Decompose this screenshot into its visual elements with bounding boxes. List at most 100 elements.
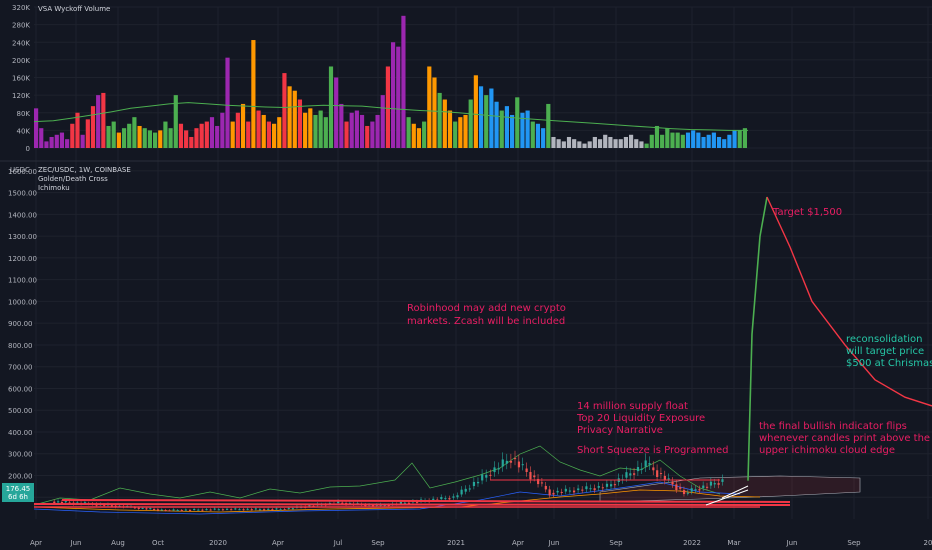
- candle-body: [254, 508, 257, 510]
- candle-body: [399, 501, 403, 504]
- candle-body: [663, 475, 666, 481]
- volume-bar: [287, 86, 292, 148]
- volume-bar: [577, 141, 582, 148]
- volume-y-tick-label: 120K: [12, 92, 30, 100]
- ichimoku-conversion-line: [33, 481, 741, 515]
- volume-bar: [173, 95, 178, 148]
- volume-bar: [644, 143, 649, 148]
- candle-body: [629, 473, 632, 476]
- candle-body: [572, 490, 576, 493]
- candle-body: [456, 495, 459, 498]
- support-line-2[interactable]: [33, 503, 791, 506]
- candle-body: [656, 470, 659, 477]
- time-x-axis: Apr Jun Aug Oct 2020 Apr Jul Sep 2021 Apr Jun Sep 20…: [30, 539, 932, 547]
- indicator-ichimoku[interactable]: Ichimoku: [38, 184, 70, 192]
- volume-bar: [510, 114, 515, 148]
- volume-bar: [494, 101, 499, 148]
- volume-bar: [272, 123, 277, 148]
- price-y-tick-label: 700.00: [8, 364, 33, 372]
- candle-body: [184, 509, 188, 511]
- price-unit: USDC: [10, 166, 30, 174]
- trend-line-2[interactable]: [721, 485, 749, 499]
- candle-body: [193, 509, 196, 511]
- candle-body: [468, 488, 471, 490]
- volume-bar: [189, 136, 194, 148]
- volume-bar: [359, 114, 365, 148]
- candle-body: [485, 474, 488, 478]
- volume-moving-average: [33, 102, 748, 131]
- indicator-golden-death-cross[interactable]: Golden/Death Cross: [38, 175, 108, 183]
- price-pane: USDC ZEC/USDC, 1W, COINBASE Golden/Death…: [2, 166, 932, 547]
- candle-body: [83, 502, 87, 504]
- volume-bar: [59, 132, 65, 148]
- candle-body: [250, 509, 253, 511]
- symbol-title[interactable]: ZEC/USDC, 1W, COINBASE: [38, 166, 131, 174]
- candle-body: [659, 473, 663, 475]
- candle-body: [271, 509, 274, 511]
- candle-body: [156, 509, 160, 511]
- candle-body: [544, 485, 547, 490]
- time-x-tick-label: Sep: [847, 539, 861, 547]
- candle-body: [205, 509, 208, 511]
- volume-bar: [225, 57, 230, 148]
- candle-body: [226, 508, 229, 510]
- candle-body: [690, 488, 693, 492]
- candle-body: [698, 489, 701, 491]
- candle-body: [64, 501, 67, 503]
- ichimoku-lagging-span: [33, 445, 721, 506]
- time-x-tick-label: 2020: [209, 539, 227, 547]
- candle-body: [53, 501, 56, 504]
- candle-body: [341, 502, 344, 504]
- price-y-tick-label: 500.00: [8, 407, 33, 415]
- candle-body: [717, 483, 720, 485]
- volume-bar: [685, 132, 691, 148]
- time-x-tick-label: 20: [924, 539, 932, 547]
- candle-body: [403, 502, 407, 504]
- volume-bar: [75, 112, 80, 148]
- candle-body: [213, 508, 216, 510]
- price-y-tick-label: 1600.00: [8, 168, 37, 176]
- volume-bar: [665, 128, 670, 148]
- volume-bar: [489, 88, 494, 148]
- volume-bar: [116, 132, 121, 148]
- last-price-value: 176.45: [6, 485, 31, 493]
- candle-body: [168, 510, 171, 512]
- volume-bar: [90, 106, 96, 148]
- trend-line-1[interactable]: [705, 489, 749, 506]
- candle-body: [308, 505, 311, 507]
- supply-note-2: Top 20 Liquidity Exposure: [576, 413, 705, 424]
- candle-body: [242, 509, 245, 511]
- candle-body: [517, 461, 521, 468]
- volume-bar: [706, 134, 711, 148]
- volume-bar: [603, 134, 608, 148]
- candle-body: [238, 509, 241, 511]
- volume-bar: [34, 108, 39, 148]
- support-line-1[interactable]: [61, 499, 791, 503]
- candle-body: [267, 508, 270, 510]
- volume-title: VSA Wyckoff Volume: [38, 5, 110, 13]
- price-y-tick-label: 300.00: [8, 451, 33, 459]
- candle-body: [133, 507, 137, 509]
- volume-bar: [691, 130, 696, 148]
- candle-body: [176, 510, 179, 512]
- volume-bar: [427, 66, 432, 148]
- volume-bar: [484, 95, 489, 148]
- volume-bar: [106, 125, 111, 148]
- candle-body: [601, 487, 604, 489]
- candle-body: [640, 468, 643, 470]
- price-y-tick-label: 200.00: [8, 472, 33, 480]
- projection-up-path: [747, 196, 768, 481]
- volume-bar: [670, 132, 675, 148]
- volume-bar: [178, 123, 184, 148]
- candle-body: [141, 507, 144, 509]
- candle-body: [721, 479, 724, 482]
- volume-bar: [613, 139, 618, 148]
- volume-y-tick-label: 320K: [12, 4, 30, 12]
- volume-bar: [184, 130, 189, 148]
- price-y-tick-label: 1100.00: [8, 277, 37, 285]
- volume-bar: [515, 97, 520, 148]
- reconsolidation-note-1: reconsolidation: [846, 334, 923, 345]
- candle-body: [145, 508, 148, 510]
- robinhood-note-1: Robinhood may add new crypto: [407, 303, 566, 314]
